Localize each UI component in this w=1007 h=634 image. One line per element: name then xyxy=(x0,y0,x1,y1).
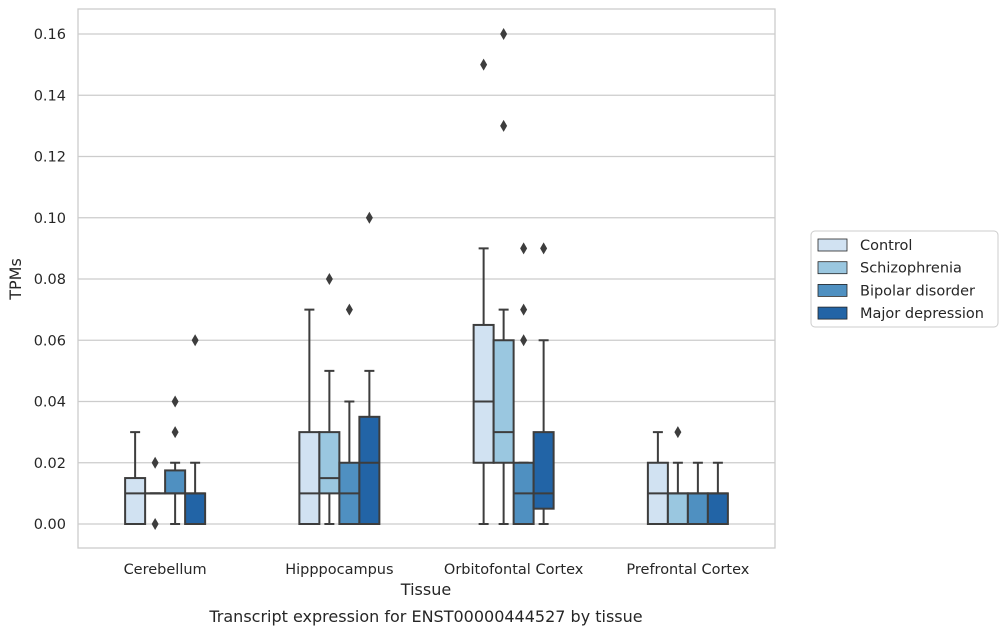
box-body xyxy=(318,431,341,495)
outlier-point xyxy=(500,119,508,132)
box-body xyxy=(298,431,321,525)
x-tick-label: Orbitofontal Cortex xyxy=(444,562,584,578)
y-tick-label: 0.06 xyxy=(34,333,66,349)
box-prefrontal-cortex-control xyxy=(646,431,669,525)
y-tick-label: 0.08 xyxy=(34,272,66,288)
y-axis-title: TPMs xyxy=(6,258,25,301)
y-tick-label: 0.00 xyxy=(34,517,66,533)
legend-item-major-depression: Major depression xyxy=(817,306,984,322)
box-hipppocampus-bipolar-disorder xyxy=(338,303,361,525)
y-tick-label: 0.02 xyxy=(34,456,66,472)
plot-area-frame xyxy=(77,8,776,549)
legend-frame xyxy=(810,230,999,328)
box-orbitofontal-cortex-control xyxy=(472,58,495,525)
x-tick-label: Cerebellum xyxy=(124,562,207,578)
outlier-point xyxy=(480,58,488,71)
outlier-point xyxy=(520,303,528,316)
legend-item-control: Control xyxy=(817,238,912,254)
legend: Control Schizophrenia Bipolar disorder Majo… xyxy=(810,230,999,328)
outlier-point xyxy=(520,334,528,347)
box-body xyxy=(358,415,381,525)
legend-label: Control xyxy=(860,238,912,254)
box-body xyxy=(686,492,709,525)
box-body xyxy=(706,492,729,525)
outlier-point xyxy=(171,395,179,408)
box-cerebellum-schizophrenia xyxy=(144,456,167,530)
legend-swatch xyxy=(817,306,848,320)
x-tick-label: Hipppocampus xyxy=(285,562,393,578)
box-hipppocampus-control xyxy=(298,308,321,525)
outlier-point xyxy=(191,334,199,347)
box-groups xyxy=(124,28,729,530)
box-orbitofontal-cortex-schizophrenia xyxy=(492,28,515,525)
y-tick-label: 0.12 xyxy=(34,150,66,166)
box-body xyxy=(492,339,515,464)
outlier-point xyxy=(151,456,159,469)
box-cerebellum-major-depression xyxy=(184,334,207,525)
box-orbitofontal-cortex-bipolar-disorder xyxy=(512,242,535,525)
box-body xyxy=(532,431,555,510)
x-tick-label: Prefrontal Cortex xyxy=(626,562,749,578)
outlier-point xyxy=(500,28,508,40)
x-tick-labels: Cerebellum Hipppocampus Orbitofontal Corte… xyxy=(124,562,750,578)
chart-caption: Transcript expression for ENST0000044452… xyxy=(208,607,642,626)
x-axis-title: Tissue xyxy=(400,580,451,599)
box-body xyxy=(184,492,207,525)
legend-label: Major depression xyxy=(860,306,984,322)
box-body xyxy=(666,492,689,525)
legend-item-bipolar-disorder: Bipolar disorder xyxy=(817,283,975,299)
outlier-point xyxy=(171,426,179,439)
legend-swatch xyxy=(817,283,848,297)
y-tick-label: 0.14 xyxy=(34,88,66,104)
box-prefrontal-cortex-schizophrenia xyxy=(666,426,689,525)
y-tick-labels: 0.00 0.02 0.04 0.06 0.08 0.10 0.12 0.14 0.16 xyxy=(34,27,66,533)
outlier-point xyxy=(345,303,353,316)
box-body xyxy=(472,323,495,464)
outlier-point xyxy=(520,242,528,255)
y-tick-label: 0.10 xyxy=(34,211,66,227)
box-orbitofontal-cortex-major-depression xyxy=(532,242,555,525)
y-tick-label: 0.16 xyxy=(34,27,66,43)
outlier-point xyxy=(540,242,548,255)
legend-item-schizophrenia: Schizophrenia xyxy=(817,261,962,277)
legend-label: Bipolar disorder xyxy=(860,283,975,299)
box-body xyxy=(124,477,147,525)
box-hipppocampus-major-depression xyxy=(358,211,381,525)
box-prefrontal-cortex-bipolar-disorder xyxy=(686,461,709,525)
legend-swatch xyxy=(817,238,848,252)
legend-swatch xyxy=(817,261,848,275)
box-cerebellum-control xyxy=(124,431,147,525)
y-tick-label: 0.04 xyxy=(34,395,66,411)
outlier-point xyxy=(325,273,333,285)
box-hipppocampus-schizophrenia xyxy=(318,273,341,525)
gridlines xyxy=(78,33,775,525)
box-prefrontal-cortex-major-depression xyxy=(706,461,729,525)
outlier-point xyxy=(365,211,373,224)
outlier-point xyxy=(674,426,682,439)
box-body xyxy=(164,469,187,495)
legend-label: Schizophrenia xyxy=(860,261,962,277)
outlier-point xyxy=(151,518,159,530)
box-cerebellum-bipolar-disorder xyxy=(164,395,187,525)
